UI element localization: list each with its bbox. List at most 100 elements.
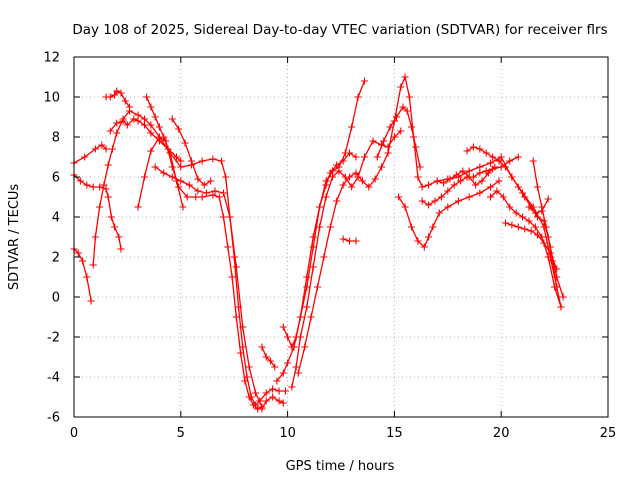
data-point <box>147 103 155 111</box>
x-tick-label: 5 <box>177 426 185 441</box>
data-point <box>303 303 311 311</box>
data-point <box>296 313 304 321</box>
data-point <box>345 237 354 245</box>
series-trace <box>137 136 263 410</box>
data-point <box>519 213 527 221</box>
data-point <box>412 143 420 151</box>
data-point <box>493 187 501 195</box>
data-point <box>202 189 210 197</box>
data-point <box>531 223 539 231</box>
data-point <box>341 149 349 157</box>
data-point <box>106 93 114 101</box>
data-point <box>476 189 484 197</box>
data-point <box>177 177 185 185</box>
data-point <box>294 369 302 377</box>
data-series <box>70 171 125 253</box>
data-point <box>281 387 290 395</box>
data-point <box>358 177 366 185</box>
data-point <box>275 387 283 395</box>
data-point <box>345 173 354 181</box>
data-point <box>425 181 433 189</box>
data-point <box>491 163 499 171</box>
series-trace <box>146 96 184 208</box>
series-trace <box>92 110 286 407</box>
data-point <box>288 343 296 351</box>
data-point <box>87 297 95 305</box>
data-point <box>309 263 317 271</box>
data-point <box>414 173 422 181</box>
data-point <box>531 209 539 217</box>
data-point <box>533 183 542 191</box>
y-tick-label: 6 <box>52 171 60 186</box>
data-point <box>239 343 247 351</box>
data-point <box>168 115 176 123</box>
data-point <box>386 123 394 131</box>
data-point <box>89 261 97 269</box>
data-point <box>525 203 533 211</box>
data-point <box>226 213 234 221</box>
x-tick-label: 10 <box>279 426 296 441</box>
data-point <box>439 179 448 187</box>
series-trace <box>297 74 558 374</box>
data-point <box>194 175 202 183</box>
data-point <box>390 133 398 141</box>
data-point <box>222 173 230 181</box>
y-tick-label: 10 <box>43 91 60 106</box>
data-point <box>551 283 559 291</box>
data-point <box>380 137 388 145</box>
data-point <box>429 223 437 231</box>
data-point <box>273 377 281 385</box>
data-point <box>219 189 228 197</box>
data-series <box>433 163 499 189</box>
data-points <box>70 73 567 413</box>
data-point <box>83 273 91 281</box>
data-point <box>102 145 110 153</box>
data-series <box>294 73 561 377</box>
data-point <box>501 219 510 227</box>
data-point <box>508 173 516 181</box>
data-point <box>497 153 505 161</box>
data-point <box>407 123 416 131</box>
data-point <box>472 181 480 189</box>
data-point <box>495 177 503 185</box>
data-point <box>489 153 497 161</box>
data-point <box>232 263 240 271</box>
series-trace <box>261 346 276 368</box>
x-axis: 0 5 10 15 20 25 <box>70 57 616 441</box>
data-point <box>506 203 514 211</box>
data-point <box>313 283 322 291</box>
x-tick-label: 20 <box>493 426 510 441</box>
data-point <box>486 193 495 201</box>
series-trace <box>436 166 496 186</box>
data-point <box>177 157 185 165</box>
data-point <box>111 91 119 99</box>
data-point <box>279 323 287 331</box>
data-point <box>121 97 129 105</box>
data-point <box>96 203 104 211</box>
data-point <box>275 397 283 405</box>
data-point <box>544 195 552 203</box>
data-point <box>418 197 426 205</box>
data-point <box>307 313 315 321</box>
data-point <box>533 231 542 239</box>
data-point <box>478 177 486 185</box>
data-point <box>160 133 168 141</box>
data-point <box>465 167 473 175</box>
data-point <box>542 223 550 231</box>
data-point <box>296 333 304 341</box>
data-point <box>476 169 484 177</box>
y-tick-label: -6 <box>47 411 60 426</box>
data-point <box>303 283 311 291</box>
data-point <box>444 203 452 211</box>
data-series <box>134 133 266 413</box>
data-point <box>147 129 155 137</box>
data-point <box>107 213 115 221</box>
data-point <box>119 117 127 125</box>
data-point <box>322 177 330 185</box>
data-point <box>416 163 424 171</box>
data-point <box>486 183 495 191</box>
data-point <box>78 257 87 265</box>
data-point <box>76 177 84 185</box>
data-point <box>166 149 174 157</box>
